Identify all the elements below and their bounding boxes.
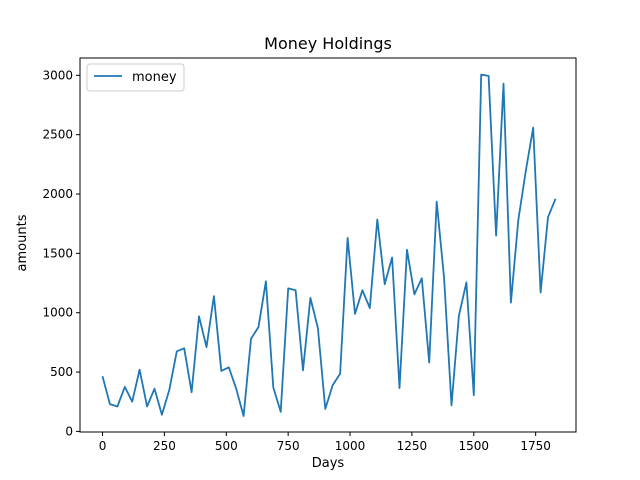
legend-label-money: money [132, 70, 177, 85]
y-tick-label: 2500 [42, 128, 73, 142]
x-tick-label: 750 [277, 439, 300, 453]
y-tick-label: 500 [50, 365, 73, 379]
axes-frame [79, 57, 577, 433]
y-tick-label: 3000 [42, 68, 73, 82]
x-tick-label: 1000 [335, 439, 366, 453]
x-axis-label: Days [312, 456, 345, 471]
legend-box [86, 63, 185, 92]
x-tick-label: 1750 [520, 439, 551, 453]
y-tick-label: 1000 [42, 306, 73, 320]
y-axis-label: amounts [15, 214, 30, 271]
x-tick-label: 250 [153, 439, 176, 453]
plot-area [101, 73, 557, 417]
x-axis-ticks: 0 250 500 750 1000 1250 1500 1750 [99, 432, 551, 453]
x-tick-label: 500 [215, 439, 238, 453]
y-tick-label: 0 [65, 424, 73, 438]
y-tick-label: 1500 [42, 246, 73, 260]
legend: money [86, 63, 185, 92]
x-tick-label: 0 [99, 439, 107, 453]
chart-title: Money Holdings [264, 34, 392, 53]
y-tick-label: 2000 [42, 187, 73, 201]
y-axis-ticks: 0 500 1000 1500 2000 2500 3000 [42, 68, 80, 438]
series-line-money [101, 73, 557, 417]
x-tick-label: 1500 [459, 439, 490, 453]
x-tick-label: 1250 [397, 439, 428, 453]
